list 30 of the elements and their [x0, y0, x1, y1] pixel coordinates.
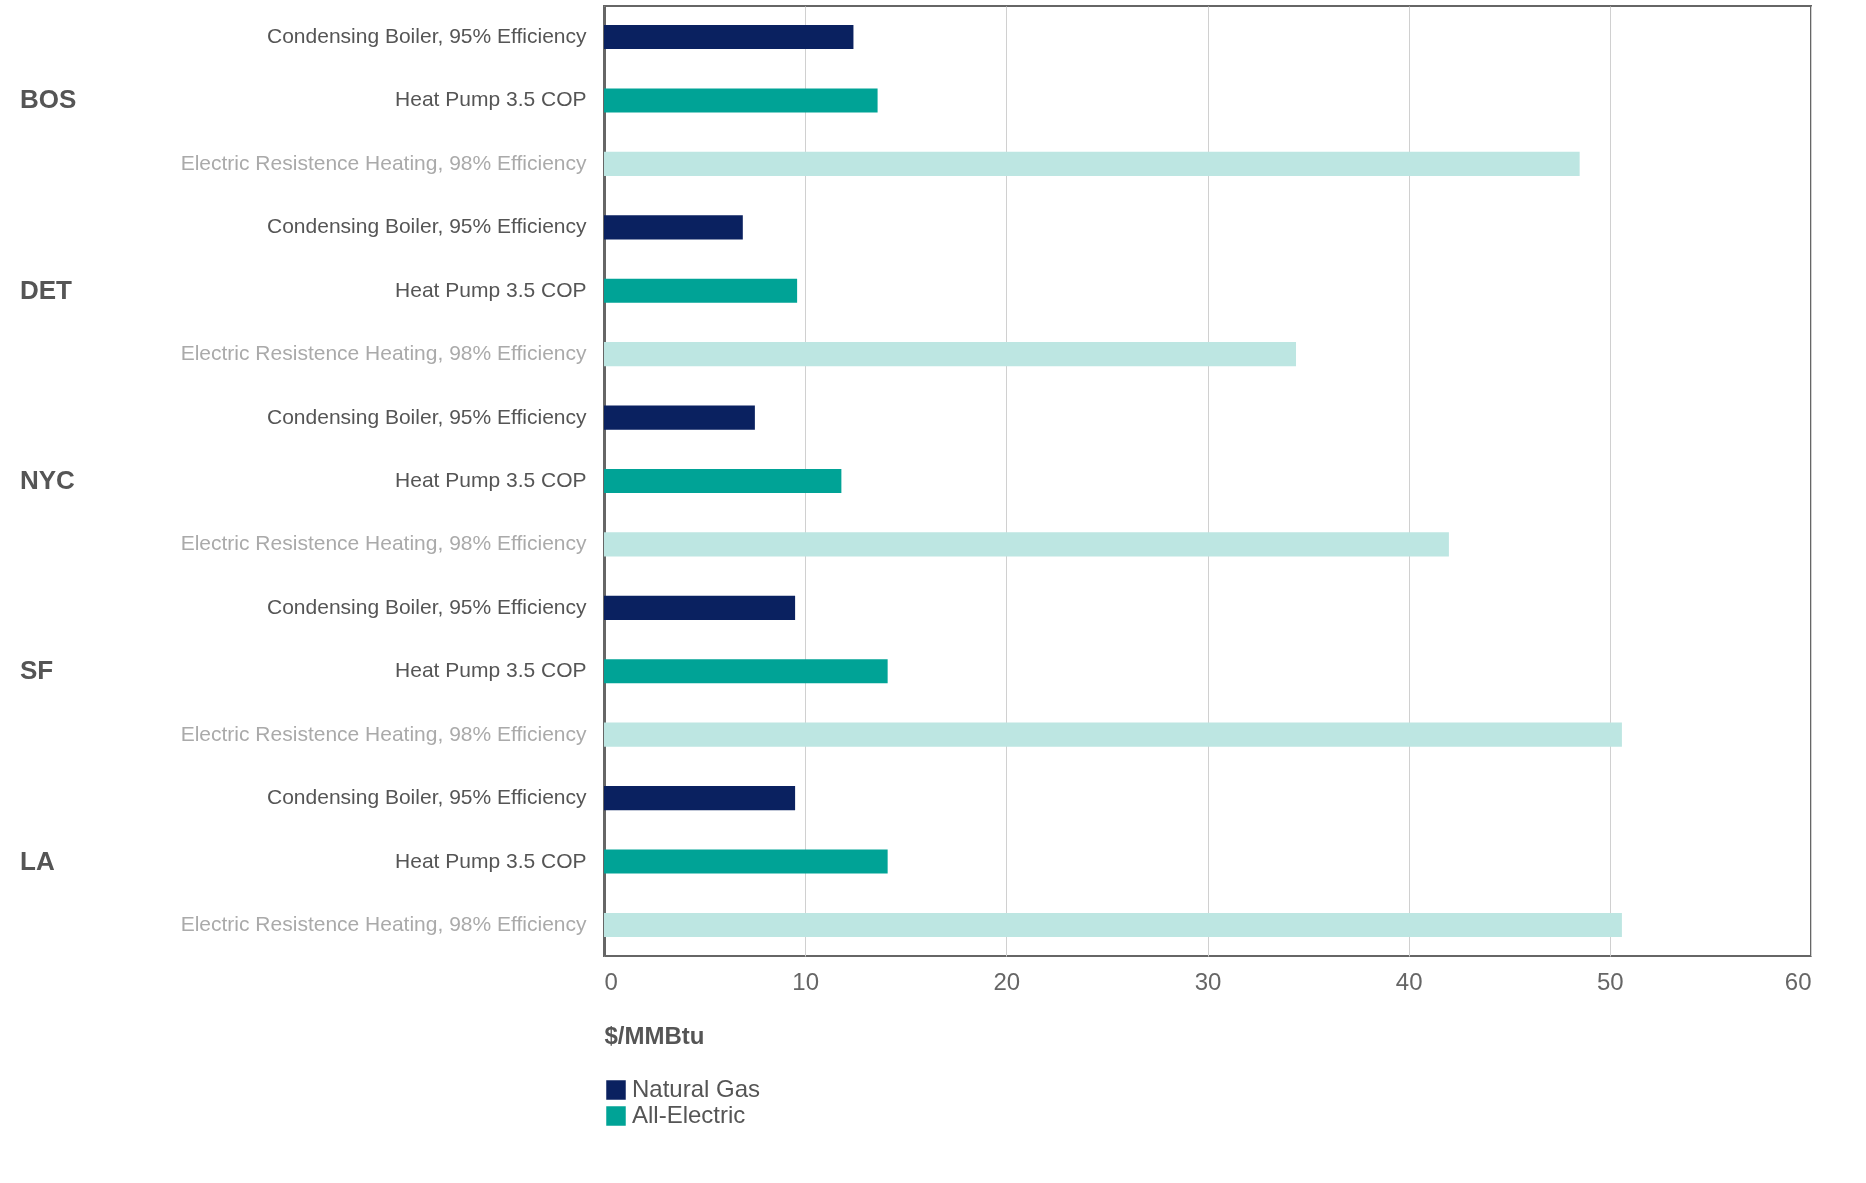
y-tick-label: Electric Resistence Heating, 98% Efficiency	[180, 150, 587, 174]
y-tick-label: Electric Resistence Heating, 98% Efficiency	[180, 721, 587, 745]
y-tick-label: Condensing Boiler, 95% Efficiency	[267, 24, 587, 48]
x-tick-label: 60	[1784, 967, 1812, 995]
x-tick-label: 50	[1596, 967, 1624, 995]
x-tick-label: 40	[1395, 967, 1423, 995]
y-tick-label: Condensing Boiler, 95% Efficiency	[267, 785, 587, 809]
x-tick-label: 10	[792, 967, 820, 995]
y-tick-label: Heat Pump 3.5 COP	[395, 848, 587, 872]
x-axis-title: $/MMBtu	[604, 1021, 705, 1049]
y-tick-label: Heat Pump 3.5 COP	[395, 277, 587, 301]
y-tick-label: Electric Resistence Heating, 98% Efficiency	[180, 911, 587, 935]
y-tick-label: Electric Resistence Heating, 98% Efficiency	[180, 341, 587, 365]
legend-label: All-Electric	[632, 1101, 746, 1128]
y-tick-label: Heat Pump 3.5 COP	[395, 468, 587, 491]
x-tick-label: 0	[604, 967, 618, 995]
y-tick-label: Condensing Boiler, 95% Efficiency	[267, 594, 587, 618]
y-tick-label: Condensing Boiler, 95% Efficiency	[267, 214, 587, 238]
y-tick-label: Condensing Boiler, 95% Efficiency	[267, 404, 587, 428]
x-tick-label: 30	[1194, 967, 1222, 995]
x-tick-label: 20	[993, 967, 1021, 995]
text: SF	[20, 655, 54, 686]
y-tick-label: Electric Resistence Heating, 98% Efficiency	[180, 531, 587, 555]
y-tick-label: Heat Pump 3.5 COP	[395, 87, 587, 111]
y-tick-label: Heat Pump 3.5 COP	[395, 658, 587, 682]
text: NYC	[20, 465, 76, 495]
text: LA	[20, 845, 55, 876]
text: BOS	[20, 84, 77, 115]
legend-label: Natural Gas	[632, 1075, 761, 1102]
text: DET	[20, 274, 73, 305]
